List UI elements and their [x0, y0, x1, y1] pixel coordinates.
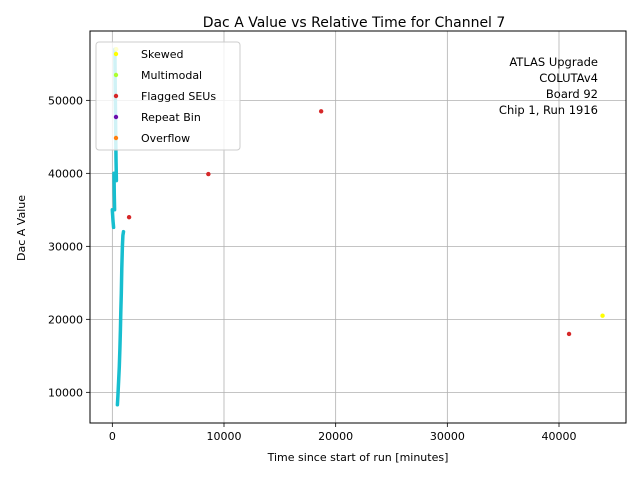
- x-tick-label: 20000: [318, 430, 353, 443]
- flagged-seus-point: [206, 171, 211, 177]
- legend-marker-overflow: [113, 135, 119, 141]
- flagged-seus-point: [566, 331, 572, 337]
- x-tick-label: 0: [109, 430, 116, 443]
- main-series-segment: [112, 171, 117, 212]
- legend-marker-skewed: [113, 51, 119, 57]
- legend: Skewed Multimodal Flagged SEUs Repeat Bin Ov…: [95, 41, 241, 151]
- skewed-point: [600, 313, 605, 318]
- y-axis-label: Dac A Value: [15, 195, 28, 261]
- y-tick-label: 30000: [48, 240, 83, 253]
- x-tick-label: 40000: [542, 430, 577, 443]
- legend-marker-repeat-bin: [113, 114, 119, 120]
- chart-title: Dac A Value vs Relative Time for Channel…: [203, 15, 506, 31]
- main-series-segment: [110, 208, 116, 230]
- x-axis-label: Time since start of run [minutes]: [267, 451, 449, 464]
- legend-box: [95, 41, 241, 151]
- annotation-line-3: Board 92: [546, 87, 598, 101]
- x-tick-label: 30000: [430, 430, 465, 443]
- plot-frame: [89, 30, 627, 424]
- y-tick-label: 20000: [48, 313, 83, 326]
- legend-marker-multimodal: [113, 72, 119, 78]
- flagged-seus-point: [318, 109, 324, 114]
- legend-label-repeat-bin: Repeat Bin: [141, 111, 201, 124]
- y-tick-label: 40000: [48, 167, 83, 180]
- x-tick-label: 10000: [207, 430, 242, 443]
- y-axis-ticks: 10000 20000 30000 40000 50000: [48, 94, 90, 399]
- x-axis-ticks: 0 10000 20000 30000 40000: [109, 423, 577, 443]
- legend-marker-flagged-seus: [113, 93, 119, 99]
- legend-label-flagged-seus: Flagged SEUs: [141, 90, 216, 103]
- run-annotation: ATLAS Upgrade COLUTAv4 Board 92 Chip 1, …: [499, 55, 598, 117]
- main-series-segment: [115, 229, 126, 407]
- y-tick-label: 50000: [48, 94, 83, 107]
- annotation-line-4: Chip 1, Run 1916: [499, 103, 598, 117]
- annotation-line-2: COLUTAv4: [539, 71, 598, 85]
- legend-label-multimodal: Multimodal: [141, 69, 202, 82]
- flagged-seus-point: [126, 214, 132, 220]
- legend-label-skewed: Skewed: [141, 48, 183, 61]
- annotation-line-1: ATLAS Upgrade: [509, 55, 598, 69]
- legend-label-overflow: Overflow: [141, 132, 190, 145]
- y-tick-label: 10000: [48, 386, 83, 399]
